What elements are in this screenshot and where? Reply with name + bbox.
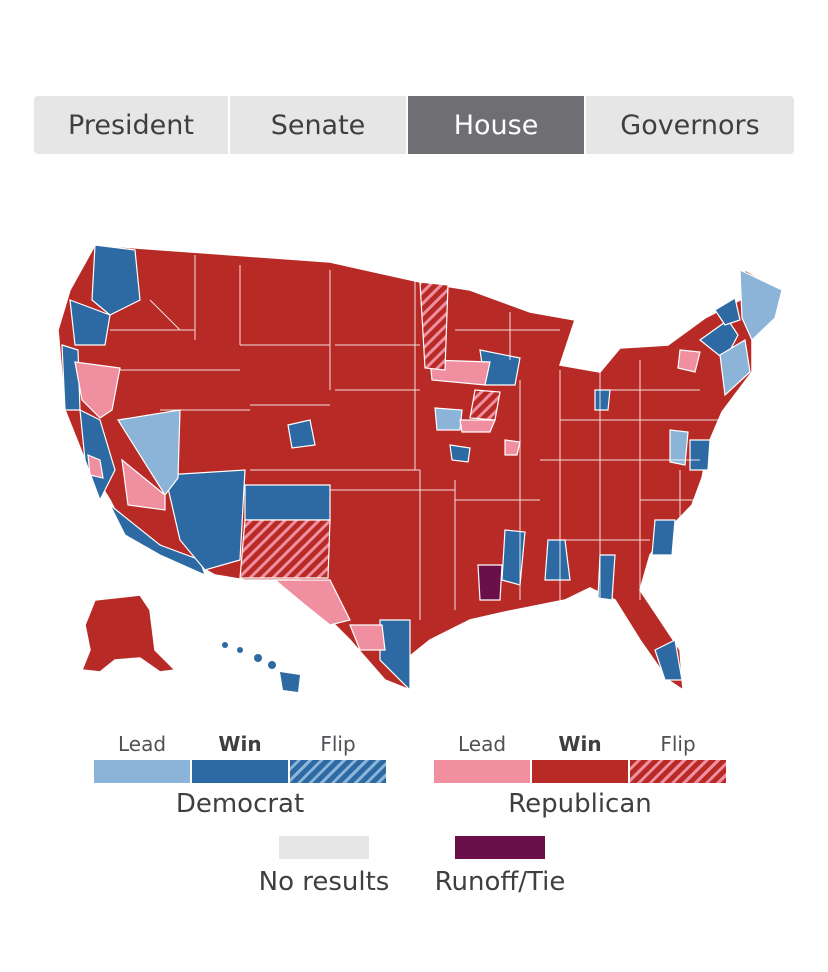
runoff-swatch: [455, 836, 545, 859]
rep-lead-label: Lead: [457, 732, 507, 756]
no-results-swatch: [279, 836, 369, 859]
rep-flip-label: Flip: [660, 732, 696, 756]
rep-win-swatch: [532, 760, 628, 783]
republican-legend: Lead Win Flip Republican: [434, 732, 726, 819]
runoff-district: [477, 564, 503, 601]
runoff-label: Runoff/Tie: [434, 867, 566, 897]
rep-flip-districts: [239, 281, 501, 579]
democrat-legend-label: Democrat: [175, 789, 305, 819]
hawaii-shape: [222, 642, 300, 692]
runoff-legend: Runoff/Tie: [430, 836, 570, 897]
no-results-label: No results: [258, 867, 390, 897]
tab-house[interactable]: House: [408, 96, 586, 154]
dem-win-swatch: [192, 760, 288, 783]
democrat-legend: Lead Win Flip Democrat: [94, 732, 386, 819]
dem-lead-swatch: [94, 760, 190, 783]
tab-governors[interactable]: Governors: [586, 96, 794, 154]
rep-lead-swatch: [434, 760, 530, 783]
dem-win-label: Win: [218, 732, 262, 756]
dem-flip-swatch: [290, 760, 386, 783]
alaska-shape: [80, 594, 177, 673]
tab-president[interactable]: President: [34, 96, 230, 154]
district-borders: [110, 255, 720, 620]
dem-lead-districts: [117, 269, 783, 497]
dem-lead-label: Lead: [117, 732, 167, 756]
rep-win-label: Win: [558, 732, 602, 756]
dem-flip-label: Flip: [320, 732, 356, 756]
chamber-tabs: President Senate House Governors: [34, 96, 794, 154]
tab-senate[interactable]: Senate: [230, 96, 408, 154]
no-results-legend: No results: [258, 836, 390, 897]
republican-legend-label: Republican: [508, 789, 652, 819]
rep-flip-swatch: [630, 760, 726, 783]
